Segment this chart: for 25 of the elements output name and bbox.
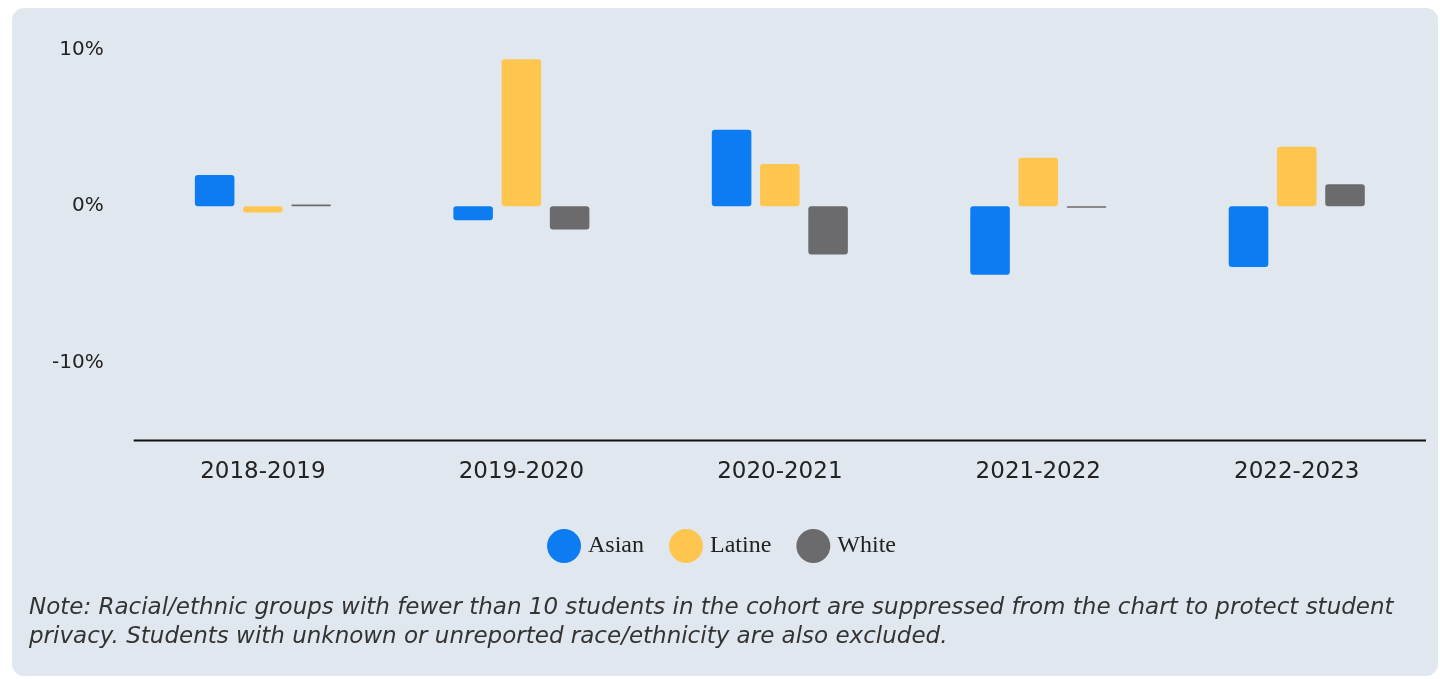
bar	[1276, 146, 1317, 207]
bar	[711, 129, 752, 207]
x-tick-label: 2021-2022	[975, 457, 1101, 484]
bar	[1325, 184, 1365, 207]
bar	[808, 206, 848, 255]
x-tick-label: 2020-2021	[717, 457, 843, 484]
y-tick-label: 10%	[59, 36, 104, 61]
x-tick-label: 2019-2020	[458, 457, 585, 484]
bar	[194, 174, 235, 207]
text: Note: Racial/ethnic groups with fewer than 10 students in the cohort are suppressed from the chart to protect student privacy. Students with unknown or unreported race/ethnicity are also excluded.	[29, 592, 1395, 650]
bar	[970, 206, 1010, 275]
bar	[1018, 157, 1059, 207]
legend-label: Asian	[588, 531, 645, 558]
y-tick-label: 0%	[71, 192, 104, 217]
y-tick-label: -10%	[52, 348, 104, 373]
bar	[1228, 206, 1269, 268]
bar	[243, 206, 283, 213]
bar	[760, 164, 800, 207]
x-tick-label: 2018-2019	[200, 457, 326, 484]
legend-label: Latine	[710, 531, 772, 558]
legend-label: White	[837, 531, 896, 558]
bar	[549, 206, 590, 230]
x-tick-label: 2022-2023	[1234, 457, 1360, 484]
bar	[501, 59, 542, 207]
bar	[453, 206, 493, 221]
